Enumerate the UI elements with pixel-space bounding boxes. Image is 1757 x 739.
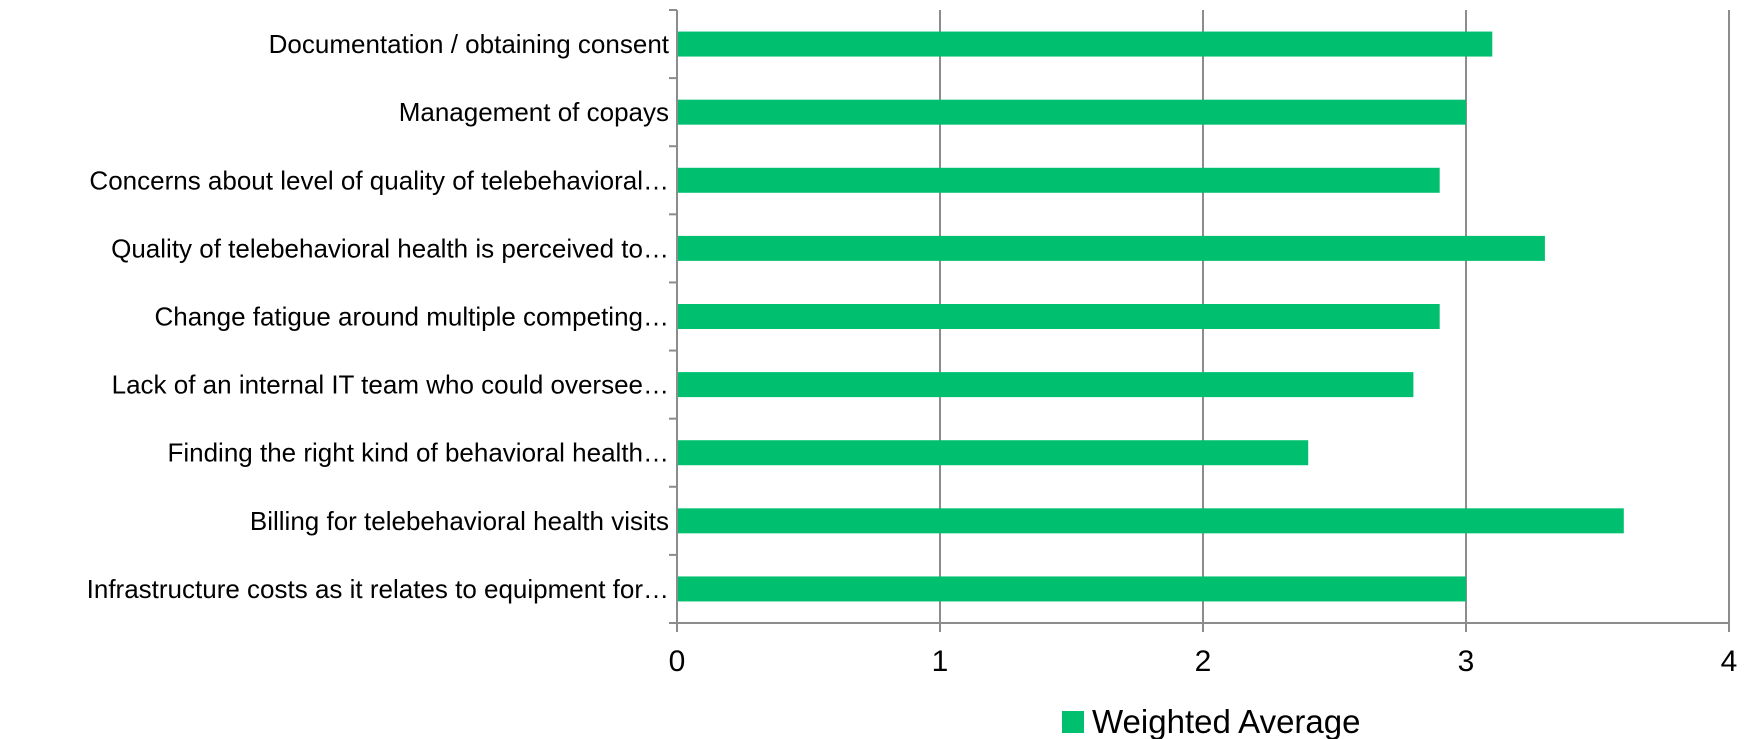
legend-label: Weighted Average: [1092, 703, 1360, 739]
bar: [678, 31, 1493, 57]
category-label: Concerns about level of quality of teleb…: [89, 165, 669, 195]
bar: [678, 235, 1545, 261]
bar: [678, 372, 1414, 398]
legend: Weighted Average: [1062, 703, 1360, 739]
bar: [678, 508, 1624, 534]
bar: [678, 99, 1466, 125]
bars: [678, 31, 1624, 602]
category-label: Finding the right kind of behavioral hea…: [167, 438, 669, 468]
category-label: Lack of an internal IT team who could ov…: [112, 370, 669, 400]
bar: [678, 167, 1440, 193]
x-tick-labels: 0 1 2 3 4: [669, 645, 1738, 678]
x-tick-label: 4: [1721, 645, 1738, 678]
bar: [678, 440, 1309, 466]
category-label: Management of copays: [399, 97, 669, 127]
category-label: Infrastructure costs as it relates to eq…: [87, 574, 669, 604]
category-label: Billing for telebehavioral health visits: [250, 506, 669, 536]
x-tick-label: 0: [669, 645, 686, 678]
bar: [678, 576, 1466, 602]
category-label: Documentation / obtaining consent: [269, 29, 670, 59]
axes: [669, 9, 1730, 632]
category-label: Quality of telebehavioral health is perc…: [111, 233, 669, 263]
x-tick-label: 1: [932, 645, 949, 678]
category-labels: Documentation / obtaining consent Managem…: [87, 29, 670, 604]
category-label: Change fatigue around multiple competing…: [154, 302, 669, 332]
x-tick-label: 2: [1195, 645, 1212, 678]
legend-swatch: [1062, 711, 1084, 733]
x-tick-label: 3: [1458, 645, 1475, 678]
bar: [678, 304, 1440, 329]
